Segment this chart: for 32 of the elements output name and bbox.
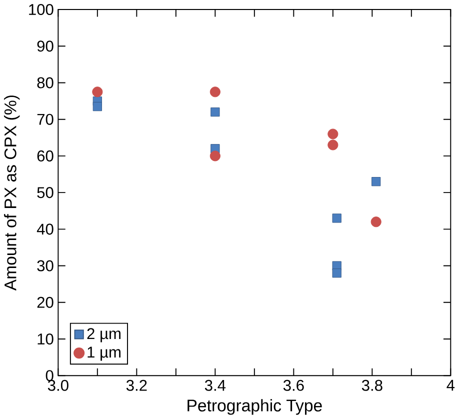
y-tick-label: 40 [36,224,54,235]
point [92,102,102,112]
point [210,150,220,162]
y-tick-label: 60 [37,150,54,162]
y-tick-label: 0 [46,370,54,382]
x-tick-label: 3.8 [362,380,382,391]
point [332,268,342,278]
y-tick-label: 20 [37,296,54,308]
point [370,216,382,228]
y-tick-label: 100 [29,4,54,16]
y-tick-label: 70 [37,114,54,125]
point [328,140,338,150]
x-tick-label: 3.0 [48,380,68,391]
point [210,86,220,98]
legend-label: 2 µm [87,328,120,342]
point [328,128,338,140]
point [372,177,381,186]
legend-label: 1 µm [88,346,120,361]
y-tick-label: 80 [37,77,54,88]
x-tick-label: 3.6 [283,380,304,391]
y-tick-label: 50 [37,187,54,198]
x-tick-label: 3.4 [204,380,226,391]
y-axis-title: Amount of PX as CPX (%) [4,96,20,291]
y-tick-label: 10 [38,334,54,345]
point [332,214,342,223]
x-tick-label: 3.2 [126,380,147,391]
x-tick-label: 4 [446,380,455,391]
x-axis-title: Petrographic Type [188,399,322,415]
y-tick-label: 90 [37,40,54,52]
point [92,86,103,98]
point [210,108,220,117]
y-tick-label: 30 [37,260,54,272]
